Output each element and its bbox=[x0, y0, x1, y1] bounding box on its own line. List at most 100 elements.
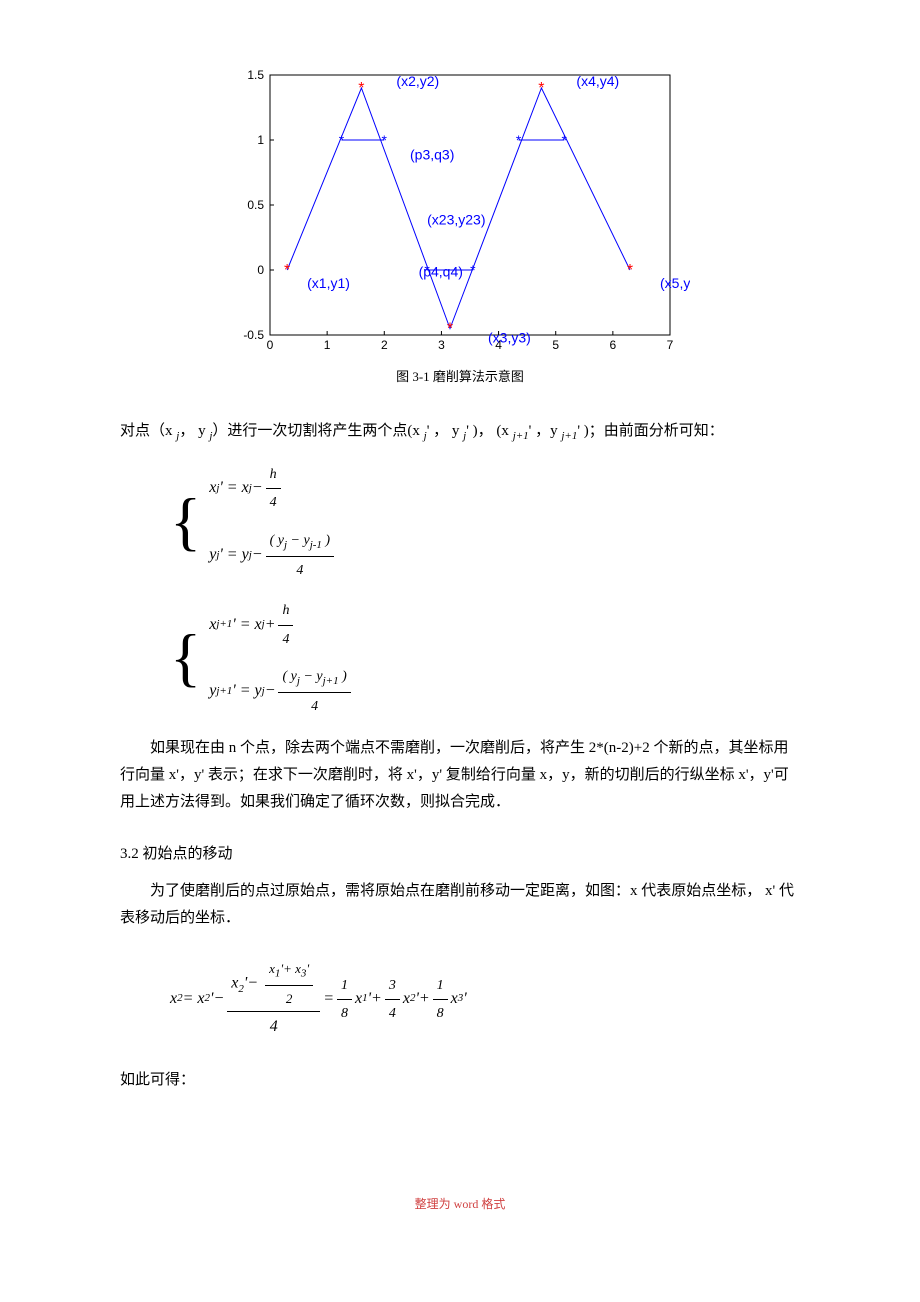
den: 8 bbox=[337, 1000, 352, 1026]
sub: j+1 bbox=[216, 682, 232, 702]
num: ( yj − yj-1 ) bbox=[266, 528, 335, 558]
t: ) bbox=[322, 533, 330, 548]
sub: j+1 bbox=[216, 615, 232, 635]
text: − bbox=[252, 541, 263, 570]
var: x bbox=[355, 985, 362, 1014]
svg-text:(p4,q4): (p4,q4) bbox=[419, 264, 463, 280]
num: x2'− x1'+ x3' 2 bbox=[227, 957, 320, 1013]
svg-text:3: 3 bbox=[438, 338, 445, 352]
t: − y bbox=[287, 533, 310, 548]
den: 4 bbox=[307, 693, 322, 719]
text: ' ，y bbox=[529, 423, 562, 439]
num: h bbox=[278, 598, 293, 625]
text: ' )；由前面分析可知： bbox=[577, 423, 723, 439]
svg-text:1: 1 bbox=[324, 338, 331, 352]
svg-text:*: * bbox=[470, 262, 476, 278]
text: ' = x bbox=[232, 611, 261, 640]
svg-text:2: 2 bbox=[381, 338, 388, 352]
svg-text:5: 5 bbox=[552, 338, 559, 352]
svg-text:*: * bbox=[382, 132, 388, 148]
svg-text:*: * bbox=[284, 262, 290, 279]
equation-system-1: { xj' = xj − h4 yj' = yj − ( yj − yj-1 )… bbox=[170, 462, 800, 719]
para-cut-intro: 对点（x j， y j）进行一次切割将产生两个点(x j' ， y j' )， … bbox=[120, 418, 800, 447]
t: ' bbox=[306, 961, 309, 976]
eq-yj1: yj+1' = yj − ( yj − yj+1 ) 4 bbox=[209, 664, 354, 720]
svg-text:*: * bbox=[447, 321, 453, 338]
section-title: 3.2 初始点的移动 bbox=[120, 841, 800, 868]
svg-text:*: * bbox=[516, 132, 522, 148]
svg-text:(x3,y3): (x3,y3) bbox=[488, 330, 531, 346]
page-footer: 整理为 word 格式 bbox=[120, 1194, 800, 1216]
text: ， y bbox=[179, 423, 209, 439]
svg-text:6: 6 bbox=[610, 338, 617, 352]
svg-text:*: * bbox=[562, 132, 568, 148]
den: 4 bbox=[292, 557, 307, 583]
t: − y bbox=[300, 669, 323, 684]
t: − bbox=[247, 974, 262, 991]
svg-text:(x5,y5): (x5,y5) bbox=[660, 275, 690, 291]
text: = x bbox=[183, 985, 205, 1014]
t: ( y bbox=[282, 669, 296, 684]
para-therefore: 如此可得： bbox=[120, 1067, 800, 1094]
svg-text:(x23,y23): (x23,y23) bbox=[427, 212, 485, 228]
text: − bbox=[252, 474, 263, 503]
brace-icon: { bbox=[170, 490, 201, 555]
den: 4 bbox=[278, 626, 293, 652]
svg-text:(x2,y2): (x2,y2) bbox=[396, 73, 439, 89]
den: 4 bbox=[385, 1000, 400, 1026]
t: ) bbox=[339, 669, 347, 684]
text: ）进行一次切割将产生两个点(x bbox=[212, 423, 423, 439]
svg-text:*: * bbox=[339, 132, 345, 148]
var: x bbox=[451, 985, 458, 1014]
svg-text:*: * bbox=[538, 80, 544, 97]
svg-text:(x4,y4): (x4,y4) bbox=[576, 73, 619, 89]
text: ' = y bbox=[219, 541, 248, 570]
sub: j-1 bbox=[310, 538, 322, 550]
text: − bbox=[213, 985, 224, 1014]
num: ( yj − yj+1 ) bbox=[278, 664, 350, 694]
num: 1 bbox=[433, 973, 448, 1000]
svg-text:*: * bbox=[627, 262, 633, 279]
text: ' = y bbox=[232, 677, 261, 706]
text: 对点（x bbox=[120, 423, 176, 439]
svg-text:0.5: 0.5 bbox=[247, 198, 264, 212]
text: + bbox=[371, 985, 382, 1014]
sub: j+1 bbox=[561, 430, 577, 442]
eq-xj1: xj+1' = xj + h4 bbox=[209, 598, 354, 651]
para-initial-move: 为了使磨削后的点过原始点，需将原始点在磨削前移动一定距离，如图：x 代表原始点坐… bbox=[120, 878, 800, 932]
chart-container: 01234567 -0.500.511.5 ***** ****** (x1,y… bbox=[120, 60, 800, 360]
svg-text:1: 1 bbox=[257, 133, 264, 147]
svg-text:7: 7 bbox=[667, 338, 674, 352]
den: 8 bbox=[433, 1000, 448, 1026]
text: − bbox=[265, 677, 276, 706]
text: + bbox=[265, 611, 276, 640]
chart-caption: 图 3-1 磨削算法示意图 bbox=[120, 365, 800, 388]
svg-text:*: * bbox=[358, 80, 364, 97]
text: ' = x bbox=[219, 474, 248, 503]
iden: 2 bbox=[282, 986, 297, 1010]
num: 1 bbox=[337, 973, 352, 1000]
svg-text:0: 0 bbox=[257, 263, 264, 277]
t: ' bbox=[463, 985, 466, 1014]
brace-icon: { bbox=[170, 626, 201, 691]
den: 4 bbox=[266, 1012, 282, 1042]
equation-x2: x2 = x2' − x2'− x1'+ x3' 2 4 = 18 x1' + … bbox=[170, 957, 800, 1043]
text: ' ， y bbox=[427, 423, 463, 439]
eq-yj: yj' = yj − ( yj − yj-1 ) 4 bbox=[209, 528, 337, 584]
text: + bbox=[419, 985, 430, 1014]
svg-text:-0.5: -0.5 bbox=[243, 328, 264, 342]
svg-text:(p3,q3): (p3,q3) bbox=[410, 147, 454, 163]
svg-text:1.5: 1.5 bbox=[247, 68, 264, 82]
sub: j+1 bbox=[513, 430, 529, 442]
sub: j+1 bbox=[323, 675, 339, 687]
svg-text:0: 0 bbox=[267, 338, 274, 352]
inum: x1'+ x3' bbox=[265, 957, 313, 986]
text: ' )， (x bbox=[466, 423, 512, 439]
text: = bbox=[323, 985, 334, 1014]
para-npoints: 如果现在由 n 个点，除去两个端点不需磨削，一次磨削后，将产生 2*(n-2)+… bbox=[120, 735, 800, 816]
var: x bbox=[170, 985, 177, 1014]
num: 3 bbox=[385, 973, 400, 1000]
eq-xj: xj' = xj − h4 bbox=[209, 462, 337, 515]
var: x bbox=[403, 985, 410, 1014]
num: h bbox=[266, 462, 281, 489]
